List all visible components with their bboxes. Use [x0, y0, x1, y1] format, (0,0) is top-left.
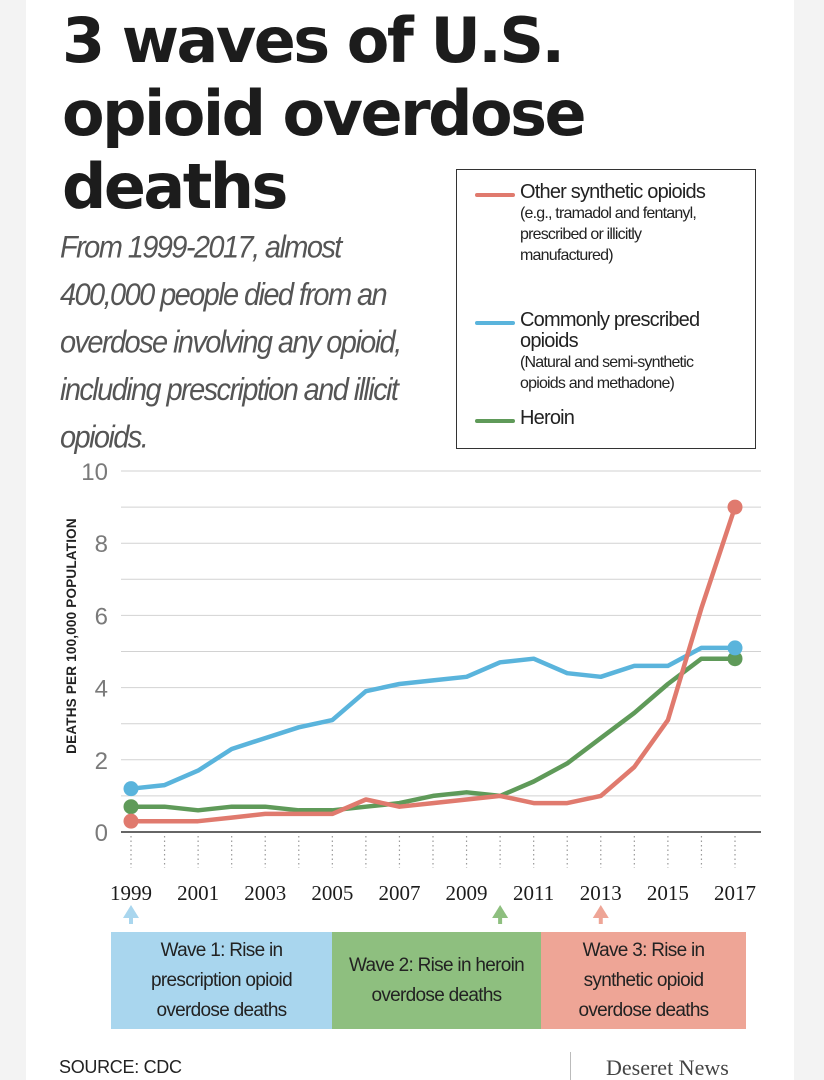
y-tick-label: 2	[95, 748, 108, 775]
legend-swatch-prescribed	[475, 321, 515, 325]
y-axis-label: DEATHS PER 100,000 POPULATION	[64, 518, 79, 754]
legend-label-prescribed: Commonly prescribed opioids	[520, 309, 700, 352]
x-tick-label: 2011	[513, 881, 554, 905]
chart-title: 3 waves of U.S. opioid overdose deaths	[62, 4, 587, 223]
x-tick-label: 2015	[647, 881, 689, 905]
line-chart: 0 2 4 6 8 10 DEATHS PER 100,000 POPULATION 19…	[64, 459, 761, 924]
wave-3-box: Wave 3: Rise in synthetic opioid overdos…	[541, 932, 746, 1029]
y-ticks: 0 2 4 6 8 10	[81, 459, 108, 847]
legend-desc-prescribed: (Natural and semi-synthetic opioids and …	[520, 354, 694, 392]
series-line	[128, 645, 738, 791]
x-tick-label: 2003	[244, 881, 286, 905]
source-note: SOURCE: CDC	[59, 1057, 182, 1077]
x-tick-label: 2007	[378, 881, 420, 905]
y-tick-label: 0	[95, 820, 108, 847]
legend-swatch-synthetic	[475, 193, 515, 197]
x-dotted-guides	[130, 836, 736, 868]
series-start-point	[123, 799, 139, 815]
series-line	[128, 656, 738, 813]
footer-divider	[570, 1052, 571, 1080]
series-start-point	[123, 813, 139, 829]
series-end-point	[727, 640, 743, 656]
series-line	[128, 504, 738, 824]
wave-arrow-head	[592, 905, 609, 918]
chart-subtitle: From 1999-2017, almost 400,000 people di…	[60, 230, 402, 456]
legend-swatch-heroin	[475, 419, 515, 423]
y-tick-label: 6	[95, 603, 108, 630]
legend-label-synthetic: Other synthetic opioids	[520, 181, 706, 203]
series-start-point	[123, 781, 139, 797]
publisher-logo: Deseret News	[606, 1055, 729, 1080]
legend-desc-synthetic: (e.g., tramadol and fentanyl, prescribed…	[520, 205, 697, 264]
x-tick-label: 2009	[446, 881, 488, 905]
series-endpoints	[123, 499, 743, 829]
x-tick-label: 2001	[177, 881, 219, 905]
x-tick-label: 1999	[110, 881, 152, 905]
wave-2-box: Wave 2: Rise in heroin overdose deaths	[332, 932, 541, 1029]
wave-arrow-head	[492, 905, 509, 918]
grid-lines	[121, 470, 761, 833]
x-tick-label: 2005	[311, 881, 353, 905]
legend: Other synthetic opioids (e.g., tramadol …	[456, 169, 756, 449]
x-tick-label: 2013	[580, 881, 622, 905]
series-lines	[128, 504, 738, 824]
x-tick-label: 2017	[714, 881, 756, 905]
wave-1-box: Wave 1: Rise in prescription opioid over…	[111, 932, 332, 1029]
x-ticks: 1999 2001 2003 2005 2007 2009 2011 2013 2015 2017	[110, 881, 756, 905]
y-tick-label: 8	[95, 531, 108, 558]
infographic-card: 3 waves of U.S. opioid overdose deaths F…	[26, 0, 794, 1080]
wave-arrows	[123, 905, 609, 924]
y-tick-label: 4	[95, 676, 108, 703]
series-end-point	[727, 651, 743, 667]
wave-arrow-head	[123, 905, 139, 918]
legend-label-heroin: Heroin	[520, 407, 575, 429]
y-tick-label: 10	[81, 459, 108, 486]
series-end-point	[727, 499, 743, 515]
